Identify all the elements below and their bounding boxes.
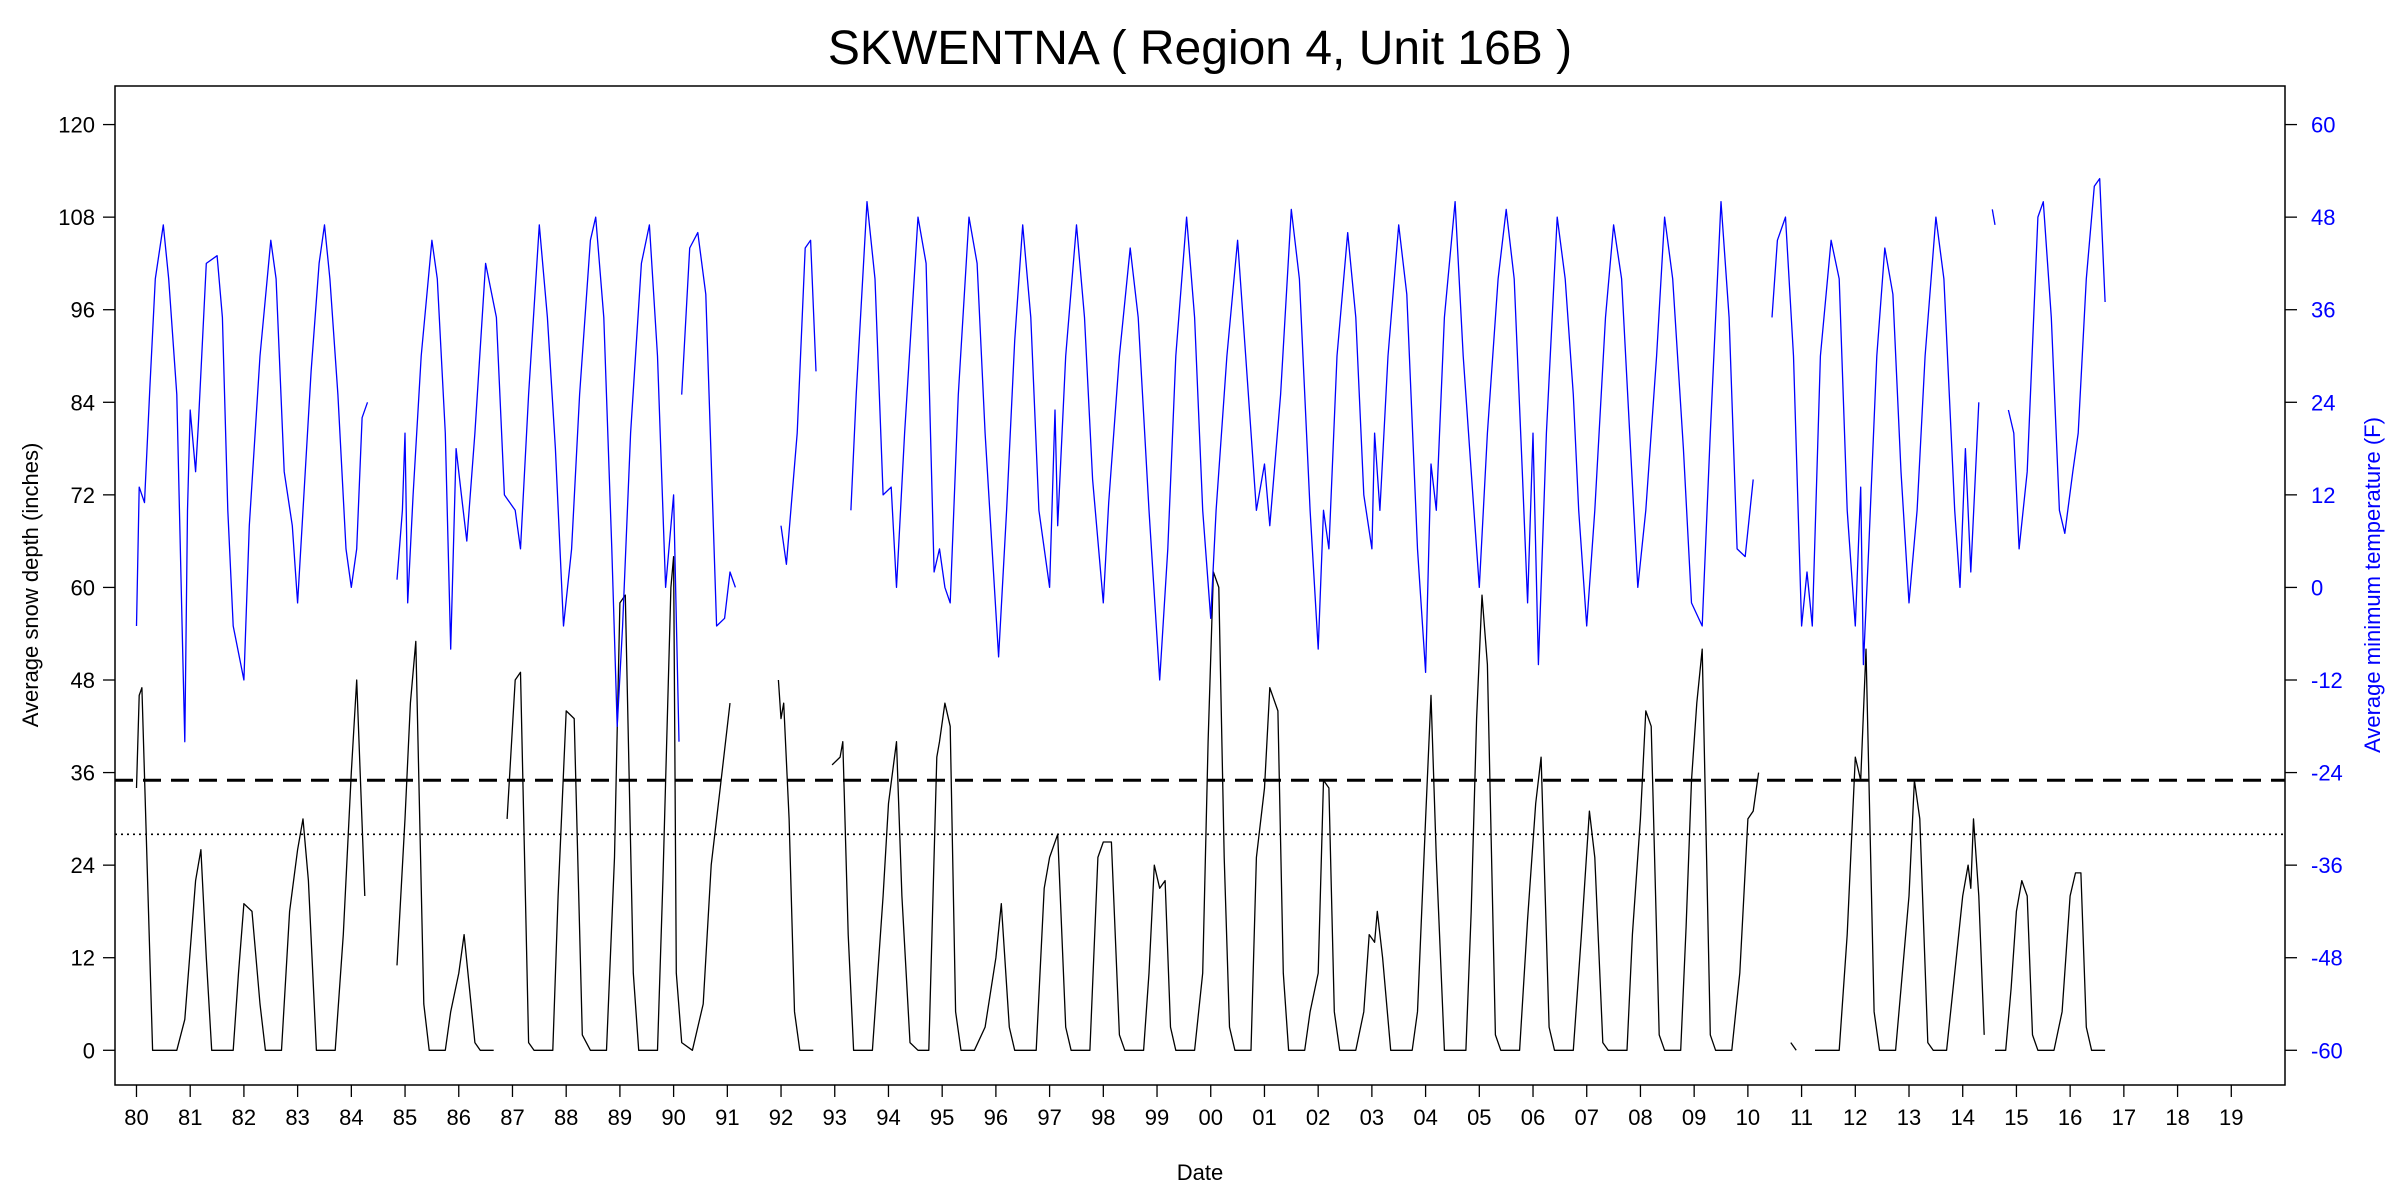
snow-depth-line-segment (1815, 648, 1985, 1051)
x-tick-label: 87 (500, 1105, 524, 1130)
y-left-tick-label: 12 (71, 946, 95, 971)
x-tick-label: 03 (1360, 1105, 1384, 1130)
x-tick-label: 96 (984, 1105, 1008, 1130)
y-axis-right-label: Average minimum temperature (F) (2360, 417, 2385, 753)
y-right-tick-label: -36 (2311, 853, 2343, 878)
y-right-tick-label: -48 (2311, 946, 2343, 971)
x-tick-label: 10 (1736, 1105, 1760, 1130)
reference-lines (115, 778, 2285, 836)
x-tick-label: 93 (823, 1105, 847, 1130)
x-tick-label: 95 (930, 1105, 954, 1130)
x-tick-label: 07 (1574, 1105, 1598, 1130)
x-tick-label: 90 (661, 1105, 685, 1130)
x-tick-label: 80 (124, 1105, 148, 1130)
snow-depth-line-segment (506, 555, 731, 1051)
y-right-tick-label: 12 (2311, 483, 2335, 508)
x-tick-label: 05 (1467, 1105, 1491, 1130)
x-tick-label: 92 (769, 1105, 793, 1130)
y-axis-left-label: Average snow depth (inches) (18, 443, 43, 728)
y-left-tick-label: 0 (83, 1038, 95, 1063)
x-tick-label: 19 (2219, 1105, 2243, 1130)
y-right-tick-label: -12 (2311, 668, 2343, 693)
y-right-tick-label: -60 (2311, 1038, 2343, 1063)
x-tick-label: 81 (178, 1105, 202, 1130)
snow-depth-line-segment (135, 679, 366, 1051)
x-tick-label: 82 (232, 1105, 256, 1130)
x-tick-label: 94 (876, 1105, 900, 1130)
x-tick-label: 85 (393, 1105, 417, 1130)
snow-depth-line-segment (396, 640, 494, 1051)
y-right-tick-label: 24 (2311, 390, 2335, 415)
min-temperature-line-segment (681, 231, 737, 627)
snow-depth-line-segment (1995, 872, 2106, 1051)
x-tick-label: 08 (1628, 1105, 1652, 1130)
y-right-tick-label: 60 (2311, 113, 2335, 138)
x-tick-label: 97 (1037, 1105, 1061, 1130)
x-tick-label: 18 (2165, 1105, 2189, 1130)
y-left-tick-label: 108 (58, 205, 95, 230)
x-tick-label: 13 (1897, 1105, 1921, 1130)
y-left-tick-label: 96 (71, 298, 95, 323)
x-tick-label: 11 (1790, 1105, 1813, 1130)
x-axis-label: Date (1177, 1160, 1223, 1185)
x-tick-label: 02 (1306, 1105, 1330, 1130)
y-left-tick-label: 36 (71, 761, 95, 786)
x-tick-label: 91 (715, 1105, 739, 1130)
y-right-tick-label: 48 (2311, 205, 2335, 230)
min-temperature-line-segment (396, 216, 680, 742)
y-right-tick-label: 0 (2311, 575, 2323, 600)
x-tick-label: 17 (2112, 1105, 2136, 1130)
x-tick-label: 15 (2004, 1105, 2028, 1130)
x-tick-label: 00 (1199, 1105, 1223, 1130)
snow-depth-line-segment (777, 679, 814, 1051)
x-tick-label: 04 (1413, 1105, 1437, 1130)
snow-depth-line-segment (1790, 1042, 1797, 1051)
x-tick-label: 99 (1145, 1105, 1169, 1130)
min-temperature-line-segment (135, 224, 369, 743)
x-tick-label: 14 (1950, 1105, 1974, 1130)
x-tick-label: 86 (447, 1105, 471, 1130)
y-left-tick-label: 24 (71, 853, 95, 878)
x-tick-label: 98 (1091, 1105, 1115, 1130)
min-temperature-line-segment (850, 201, 1754, 681)
y-right-tick-label: 36 (2311, 298, 2335, 323)
x-tick-label: 88 (554, 1105, 578, 1130)
y-left-tick-label: 72 (71, 483, 95, 508)
x-tick-label: 01 (1252, 1105, 1276, 1130)
x-tick-label: 09 (1682, 1105, 1706, 1130)
y-left-tick-label: 120 (58, 113, 95, 138)
x-tick-label: 84 (339, 1105, 363, 1130)
y-left-tick-label: 84 (71, 390, 95, 415)
min-temperature-line-segment (1991, 209, 1996, 226)
x-tick-label: 83 (285, 1105, 309, 1130)
series-layer (135, 177, 2106, 1051)
min-temperature-line-segment (780, 239, 817, 565)
min-temperature-line-segment (1771, 216, 1980, 666)
y-right-tick-label: -24 (2311, 761, 2343, 786)
x-tick-label: 06 (1521, 1105, 1545, 1130)
plot-frame (114, 85, 2286, 1086)
min-temperature-line-segment (2007, 177, 2106, 550)
snow-depth-line-segment (831, 571, 1760, 1051)
y-left-tick-label: 60 (71, 575, 95, 600)
x-tick-label: 89 (608, 1105, 632, 1130)
chart-title: SKWENTNA ( Region 4, Unit 16B ) (828, 22, 1572, 75)
x-tick-label: 12 (1843, 1105, 1867, 1130)
y-left-tick-label: 48 (71, 668, 95, 693)
x-tick-label: 16 (2058, 1105, 2082, 1130)
